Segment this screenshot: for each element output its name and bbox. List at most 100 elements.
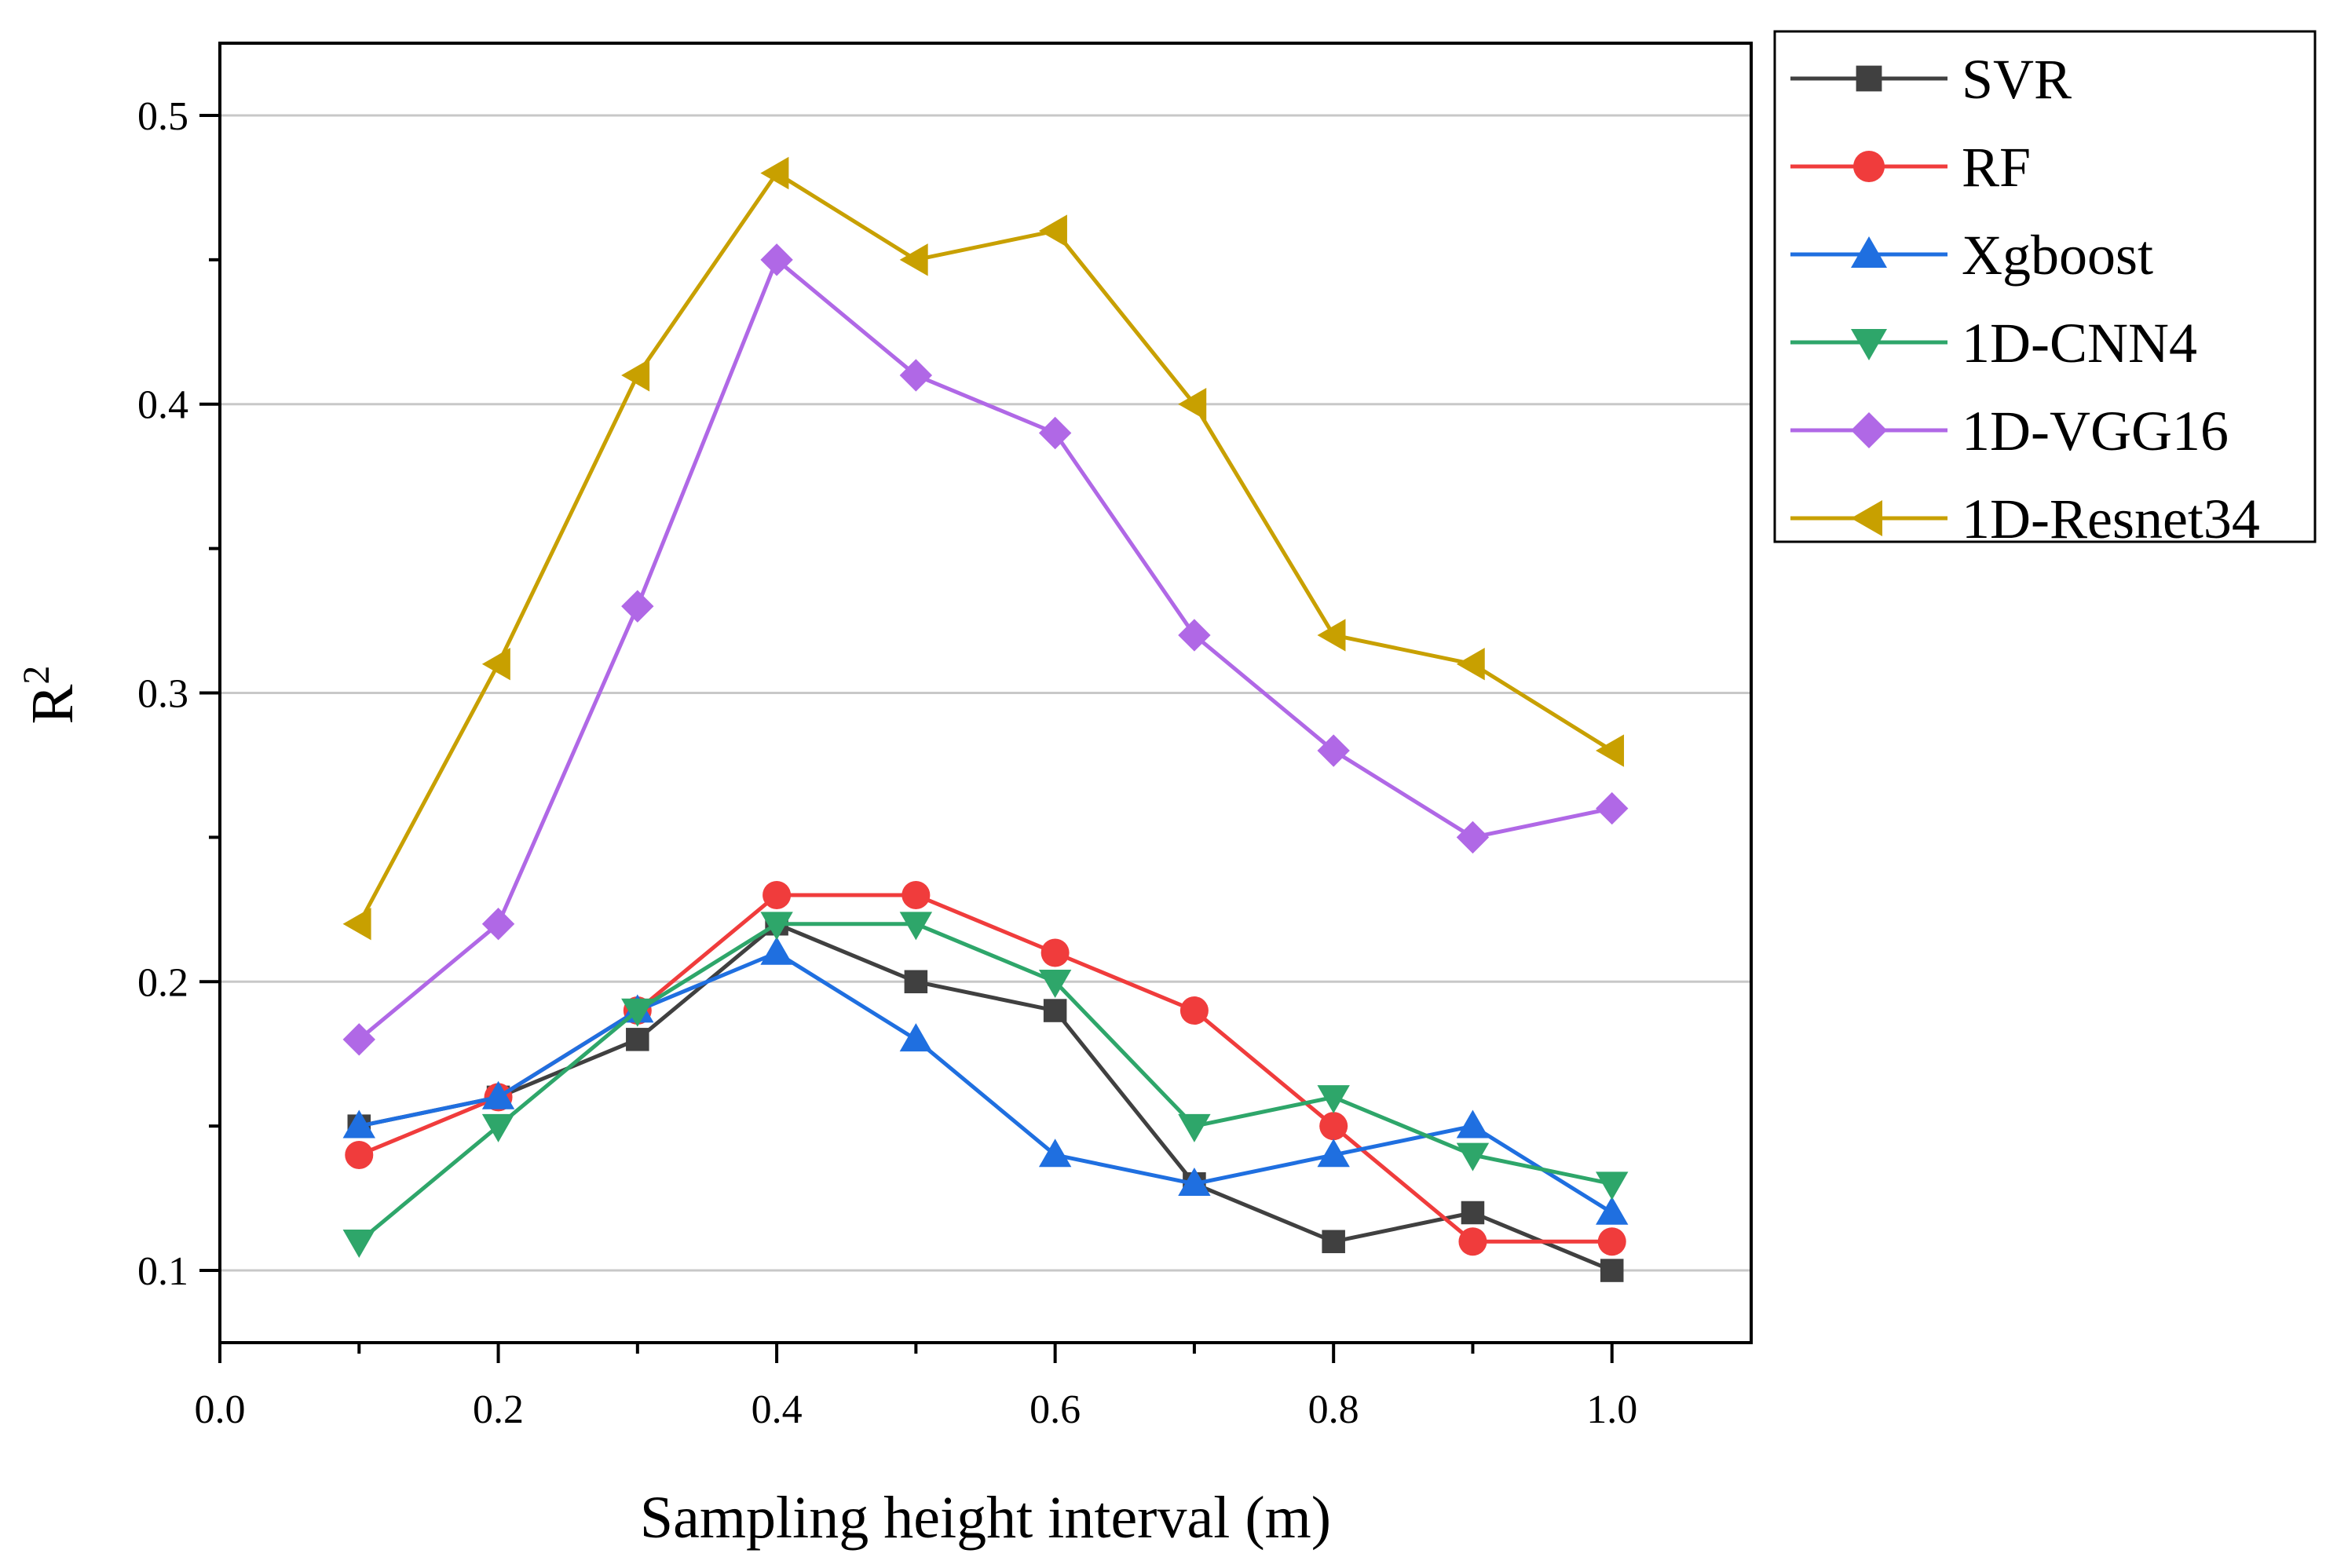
- data-point-xgboost: [1596, 1196, 1629, 1225]
- data-point-xgboost: [1456, 1109, 1490, 1139]
- legend-label-rf: RF: [1962, 136, 2031, 199]
- data-point-1d-vgg16: [481, 908, 515, 941]
- data-point-rf: [902, 880, 931, 909]
- data-point-svr: [1461, 1201, 1485, 1225]
- series-line-1d-vgg16: [357, 258, 1613, 1041]
- data-point-1d-vgg16: [1178, 619, 1211, 652]
- data-point-1d-resnet34: [1596, 734, 1625, 767]
- data-point-rf: [1319, 1112, 1348, 1141]
- data-point-xgboost: [760, 936, 793, 965]
- data-point-xgboost: [481, 1080, 515, 1109]
- x-tick-label: 1.0: [1586, 1387, 1637, 1432]
- data-point-1d-cnn4: [1456, 1142, 1490, 1171]
- legend-item-xgboost: Xgboost: [1790, 224, 2153, 287]
- legend-item-1d-vgg16: 1D-VGG16: [1790, 400, 2229, 462]
- data-point-1d-cnn4: [1317, 1085, 1350, 1114]
- data-point-svr: [1043, 999, 1067, 1022]
- legend-label-svr: SVR: [1962, 48, 2072, 111]
- y-axis-title-superscript: 2: [16, 666, 57, 685]
- legend-label-1d-vgg16: 1D-VGG16: [1962, 400, 2229, 462]
- data-point-1d-cnn4: [1038, 969, 1072, 998]
- data-point-1d-cnn4: [1178, 1113, 1211, 1142]
- legend-marker-svr: [1856, 65, 1882, 92]
- x-axis-title: Sampling height interval (m): [640, 1485, 1331, 1551]
- data-point-1d-vgg16: [1596, 791, 1629, 825]
- data-point-rf: [1597, 1227, 1626, 1256]
- legend-item-1d-resnet34: 1D-Resnet34: [1790, 488, 2260, 550]
- data-point-1d-resnet34: [621, 359, 650, 392]
- data-point-rf: [345, 1140, 374, 1169]
- data-point-svr: [904, 970, 928, 994]
- y-tick-label: 0.5: [137, 94, 188, 139]
- y-axis-title: R2: [16, 666, 86, 725]
- data-point-1d-resnet34: [760, 156, 789, 190]
- data-point-1d-resnet34: [899, 243, 928, 276]
- data-point-1d-cnn4: [481, 1113, 515, 1142]
- gridlines: [220, 114, 1751, 1272]
- data-point-xgboost: [1178, 1168, 1211, 1197]
- x-tick-label: 0.4: [752, 1387, 803, 1432]
- series-layer: [342, 156, 1629, 1282]
- data-point-1d-resnet34: [481, 648, 510, 681]
- series-1d-resnet34: [342, 156, 1625, 941]
- y-tick-label: 0.1: [137, 1249, 188, 1294]
- y-axis-title-base: R: [20, 684, 86, 724]
- data-point-svr: [1322, 1230, 1345, 1254]
- series-1d-cnn4: [342, 912, 1629, 1258]
- series-rf: [345, 880, 1626, 1256]
- data-point-1d-cnn4: [621, 998, 654, 1027]
- x-tick-label: 0.6: [1030, 1387, 1081, 1432]
- data-point-xgboost: [1317, 1139, 1350, 1168]
- series-1d-vgg16: [342, 243, 1629, 1056]
- legend-item-rf: RF: [1790, 136, 2031, 199]
- data-point-1d-resnet34: [1178, 388, 1207, 421]
- data-point-1d-vgg16: [1317, 734, 1350, 767]
- data-point-rf: [1040, 938, 1070, 967]
- data-point-rf: [1179, 996, 1209, 1025]
- data-point-1d-resnet34: [1317, 619, 1346, 652]
- data-point-1d-cnn4: [1596, 1171, 1629, 1201]
- legend-item-svr: SVR: [1790, 48, 2072, 111]
- legend-label-1d-resnet34: 1D-Resnet34: [1962, 488, 2260, 550]
- data-point-xgboost: [342, 1109, 375, 1139]
- data-point-1d-vgg16: [1456, 821, 1490, 854]
- data-point-1d-cnn4: [760, 912, 793, 941]
- legend-label-1d-cnn4: 1D-CNN4: [1962, 312, 2197, 375]
- data-point-1d-vgg16: [899, 359, 933, 392]
- legend-marker-rf: [1853, 151, 1885, 182]
- legend-marker-xgboost: [1851, 236, 1887, 268]
- series-line-1d-cnn4: [357, 922, 1613, 1244]
- data-point-xgboost: [899, 1023, 933, 1052]
- data-point-svr: [626, 1028, 649, 1051]
- data-point-xgboost: [1038, 1139, 1072, 1168]
- x-tick-label: 0.2: [473, 1387, 524, 1432]
- data-point-rf: [1458, 1227, 1487, 1256]
- data-point-1d-vgg16: [342, 1023, 375, 1056]
- data-point-1d-resnet34: [1038, 214, 1067, 247]
- data-point-1d-vgg16: [760, 243, 793, 276]
- data-point-1d-resnet34: [1456, 648, 1485, 681]
- x-tick-label: 0.8: [1308, 1387, 1359, 1432]
- y-tick-label: 0.2: [137, 960, 188, 1005]
- legend-label-xgboost: Xgboost: [1962, 224, 2153, 287]
- y-tick-label: 0.3: [137, 672, 188, 717]
- legend-frame: [1773, 30, 2317, 543]
- legend-marker-1d-vgg16: [1851, 412, 1887, 448]
- data-point-rf: [763, 880, 792, 909]
- series-xgboost: [342, 936, 1629, 1225]
- data-point-1d-vgg16: [1038, 416, 1072, 450]
- data-point-1d-cnn4: [899, 912, 933, 941]
- y-tick-label: 0.4: [137, 383, 188, 428]
- legend: SVR RF Xgboost 1D-CNN4 1D-VGG16 1D-Resnet34: [1773, 30, 2317, 550]
- series-line-xgboost: [358, 951, 1614, 1215]
- legend-marker-1d-resnet34: [1851, 500, 1882, 536]
- data-point-1d-cnn4: [342, 1229, 375, 1258]
- series-line-1d-resnet34: [357, 171, 1614, 925]
- legend-marker-1d-cnn4: [1851, 329, 1887, 360]
- data-point-1d-resnet34: [342, 908, 371, 941]
- x-tick-label: 0.0: [195, 1387, 246, 1432]
- data-point-1d-vgg16: [621, 590, 654, 623]
- data-point-svr: [1600, 1259, 1624, 1282]
- legend-item-1d-cnn4: 1D-CNN4: [1790, 312, 2197, 375]
